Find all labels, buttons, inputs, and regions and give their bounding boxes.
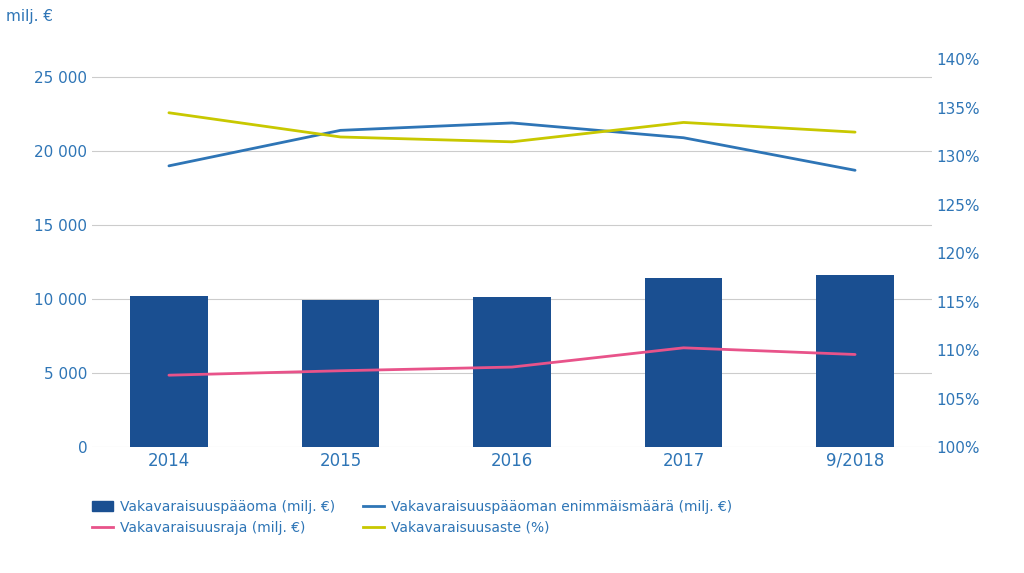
- Bar: [645, 277, 722, 447]
- Bar: [130, 296, 208, 447]
- Bar: [473, 297, 551, 447]
- Legend: Vakavaraisuuspääoma (milj. €), Vakavaraisuusraja (milj. €), Vakavaraisuuspääoman: Vakavaraisuuspääoma (milj. €), Vakavarai…: [92, 500, 732, 535]
- Bar: [816, 276, 894, 447]
- Y-axis label: milj. €: milj. €: [6, 9, 52, 24]
- Bar: [302, 300, 379, 447]
